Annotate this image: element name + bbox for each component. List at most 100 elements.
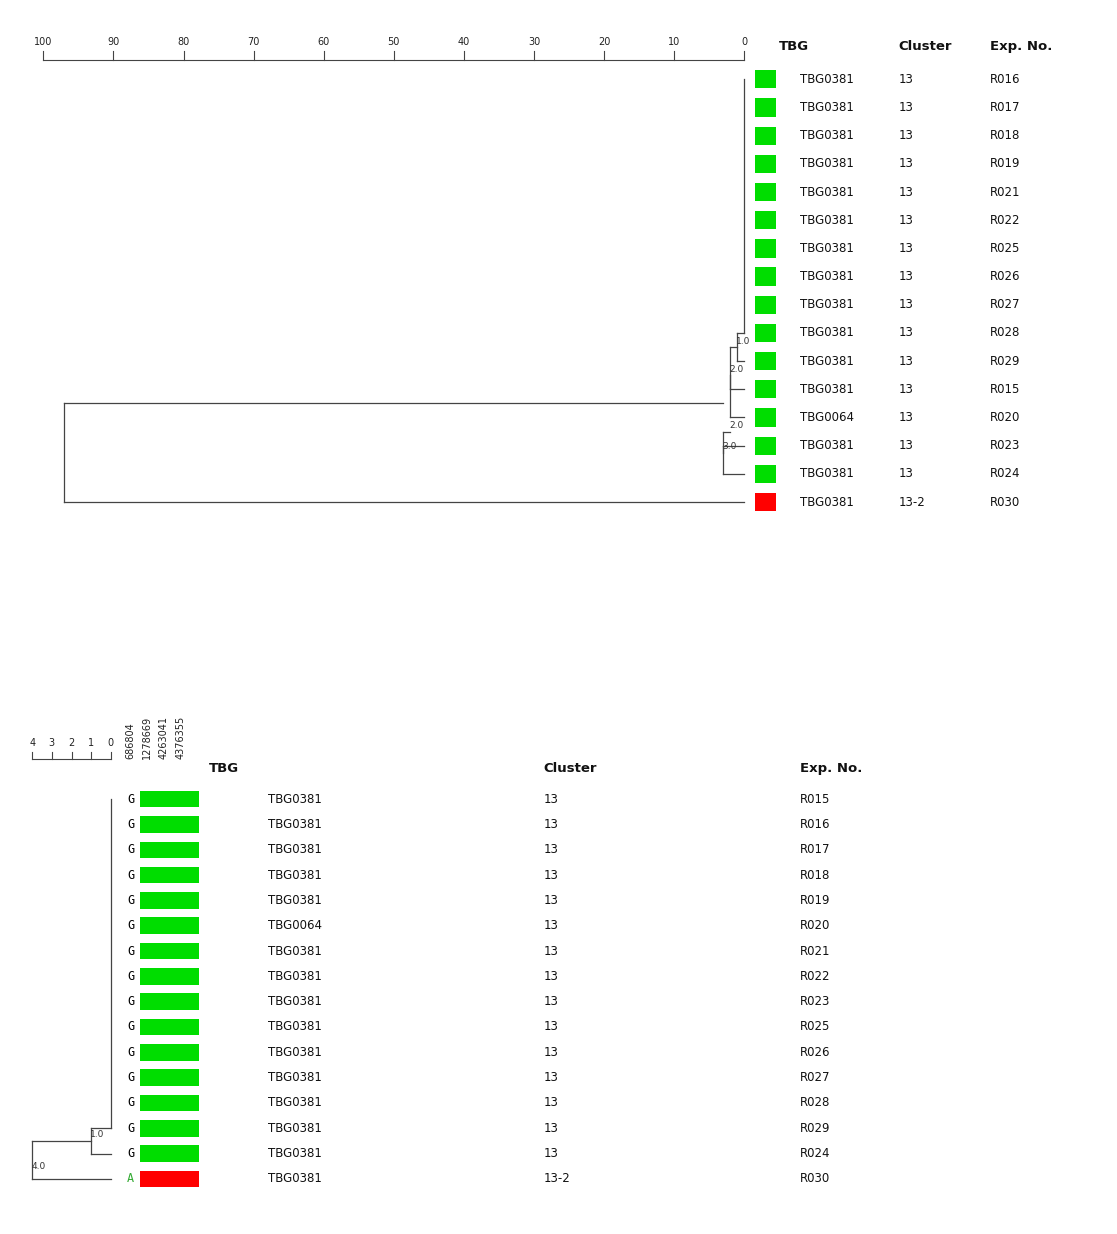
Text: 0: 0: [108, 738, 114, 749]
Text: G: G: [144, 1122, 151, 1135]
Text: 13: 13: [898, 158, 914, 170]
Text: 686804: 686804: [125, 722, 135, 759]
Bar: [755, 352, 776, 370]
Bar: [755, 380, 776, 399]
Text: C: C: [161, 944, 168, 958]
Text: C: C: [161, 1148, 168, 1160]
Text: R015: R015: [990, 383, 1020, 396]
Text: T: T: [161, 1172, 168, 1186]
Bar: [141, 892, 200, 908]
Text: 3: 3: [49, 738, 55, 749]
Text: R025: R025: [990, 242, 1020, 255]
Text: TBG0381: TBG0381: [800, 327, 855, 339]
Text: G: G: [144, 944, 151, 958]
Text: TBG0381: TBG0381: [268, 1046, 322, 1059]
Text: 4.0: 4.0: [31, 1162, 46, 1171]
Text: R017: R017: [800, 843, 830, 856]
Text: TBG0381: TBG0381: [800, 73, 855, 86]
Text: 13: 13: [544, 1021, 558, 1034]
Text: 13: 13: [544, 1122, 558, 1135]
Text: TBG0381: TBG0381: [800, 383, 855, 396]
Text: TBG0381: TBG0381: [268, 1071, 322, 1085]
Bar: [755, 492, 776, 511]
Text: TBG0381: TBG0381: [268, 970, 322, 982]
Text: 2.0: 2.0: [729, 365, 744, 374]
Text: R021: R021: [800, 944, 830, 958]
Text: 13: 13: [898, 185, 914, 199]
Text: G: G: [178, 792, 184, 806]
Text: C: C: [161, 970, 168, 982]
Text: TBG0381: TBG0381: [268, 1097, 322, 1109]
Text: 13: 13: [544, 1071, 558, 1085]
Text: TBG0381: TBG0381: [800, 270, 855, 283]
Text: TBG0381: TBG0381: [800, 185, 855, 199]
Text: C: C: [161, 1097, 168, 1109]
Bar: [141, 791, 200, 807]
Text: G: G: [144, 792, 151, 806]
Text: 13: 13: [898, 73, 914, 86]
Text: 13: 13: [544, 944, 558, 958]
Text: TBG0381: TBG0381: [268, 1122, 322, 1135]
Text: 4263041: 4263041: [159, 716, 169, 759]
Bar: [141, 969, 200, 985]
Text: 80: 80: [178, 37, 190, 47]
Text: Cluster: Cluster: [544, 763, 598, 775]
Text: R021: R021: [990, 185, 1020, 199]
Text: TBG0381: TBG0381: [268, 1172, 322, 1186]
Bar: [755, 239, 776, 258]
Text: T: T: [178, 1148, 184, 1160]
Text: G: G: [144, 970, 151, 982]
Text: G: G: [127, 843, 134, 856]
Text: G: G: [127, 1122, 134, 1135]
Text: R029: R029: [800, 1122, 830, 1135]
Text: G: G: [178, 893, 184, 907]
Text: 13: 13: [544, 1097, 558, 1109]
Text: R022: R022: [990, 213, 1020, 227]
Text: G: G: [127, 944, 134, 958]
Text: C: C: [161, 1021, 168, 1034]
Text: G: G: [144, 1071, 151, 1085]
Bar: [141, 918, 200, 934]
Text: G: G: [127, 1046, 134, 1059]
Text: TBG0381: TBG0381: [268, 893, 322, 907]
Text: G: G: [144, 818, 151, 830]
Text: G: G: [178, 818, 184, 830]
Text: C: C: [161, 1046, 168, 1059]
Bar: [141, 866, 200, 884]
Text: 13: 13: [898, 354, 914, 368]
Bar: [141, 842, 200, 858]
Bar: [755, 296, 776, 313]
Text: 20: 20: [598, 37, 610, 47]
Text: TBG0381: TBG0381: [800, 213, 855, 227]
Text: G: G: [178, 869, 184, 881]
Text: 13: 13: [898, 468, 914, 480]
Text: TBG0381: TBG0381: [800, 242, 855, 255]
Text: C: C: [161, 995, 168, 1008]
Text: C: C: [161, 818, 168, 830]
Text: 13: 13: [544, 970, 558, 982]
Text: TBG0381: TBG0381: [268, 792, 322, 806]
Text: 13: 13: [898, 101, 914, 114]
Text: G: G: [144, 843, 151, 856]
Text: TBG0381: TBG0381: [268, 995, 322, 1008]
Bar: [141, 816, 200, 833]
Text: C: C: [161, 1071, 168, 1085]
Text: G: G: [127, 818, 134, 830]
Text: R023: R023: [990, 439, 1020, 452]
Text: C: C: [161, 792, 168, 806]
Bar: [755, 99, 776, 117]
Text: 13: 13: [898, 130, 914, 142]
Text: G: G: [127, 893, 134, 907]
Bar: [141, 1019, 200, 1035]
Bar: [755, 437, 776, 455]
Text: 13: 13: [898, 270, 914, 283]
Text: G: G: [178, 944, 184, 958]
Bar: [755, 154, 776, 173]
Text: 2: 2: [68, 738, 75, 749]
Bar: [755, 183, 776, 201]
Text: G: G: [127, 1097, 134, 1109]
Text: 3.0: 3.0: [723, 442, 736, 452]
Text: R026: R026: [990, 270, 1020, 283]
Text: R015: R015: [800, 792, 830, 806]
Text: G: G: [127, 970, 134, 982]
